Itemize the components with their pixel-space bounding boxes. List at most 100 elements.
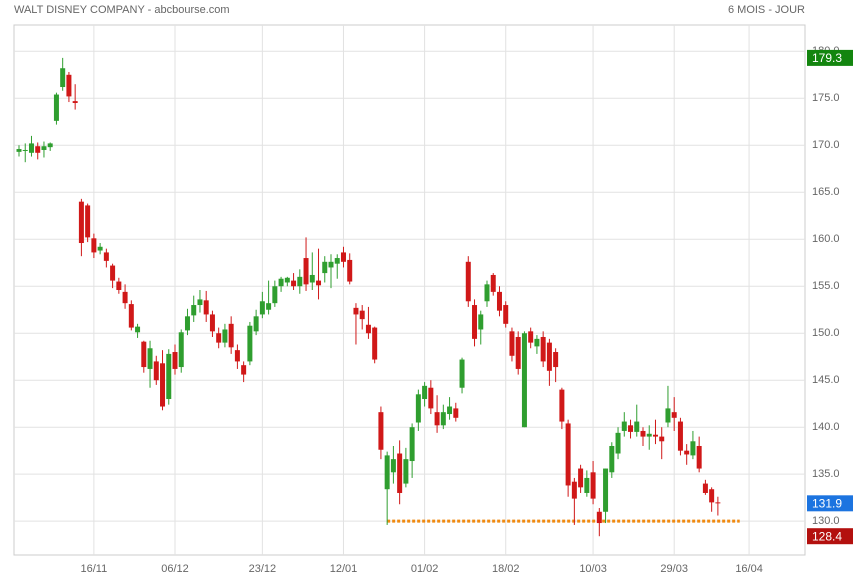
candle-body bbox=[53, 94, 59, 121]
candle-body bbox=[559, 389, 565, 422]
candle-body bbox=[66, 74, 72, 97]
candle-body bbox=[297, 276, 303, 287]
chart-title: WALT DISNEY COMPANY - abcbourse.com bbox=[14, 4, 230, 16]
candle-body bbox=[484, 284, 490, 302]
candle-body bbox=[303, 258, 309, 285]
candle-body bbox=[490, 274, 496, 292]
candle-body bbox=[677, 421, 683, 451]
candle-body bbox=[72, 101, 78, 103]
x-tick-label: 10/03 bbox=[579, 563, 607, 575]
y-tick-label: 160.0 bbox=[812, 233, 840, 245]
candle-body bbox=[553, 352, 559, 368]
x-tick-label: 29/03 bbox=[660, 563, 688, 575]
candle-body bbox=[652, 434, 658, 437]
candle-body bbox=[659, 436, 665, 442]
candle-body bbox=[447, 406, 453, 415]
price-marker bbox=[807, 528, 853, 545]
candle-body bbox=[702, 483, 708, 493]
y-tick-label: 145.0 bbox=[812, 374, 840, 386]
y-tick-label: 165.0 bbox=[812, 186, 840, 198]
candle-body bbox=[534, 338, 540, 347]
candle-body bbox=[278, 278, 284, 287]
candle-body bbox=[85, 205, 91, 238]
y-tick-label: 135.0 bbox=[812, 468, 840, 480]
candle-body bbox=[628, 425, 634, 432]
candle-body bbox=[28, 143, 34, 153]
candle-body bbox=[440, 412, 446, 426]
candle-body bbox=[515, 336, 521, 369]
candle-body bbox=[253, 316, 259, 332]
candle-body bbox=[172, 352, 178, 369]
candle-body bbox=[503, 305, 509, 324]
candle-body bbox=[41, 146, 47, 150]
candle-body bbox=[234, 350, 240, 362]
candle-body bbox=[372, 327, 378, 360]
candle-body bbox=[116, 281, 122, 290]
candle-body bbox=[459, 359, 465, 388]
candle-body bbox=[365, 324, 371, 334]
candle-body bbox=[578, 468, 584, 488]
price-marker-label: 131.9 bbox=[812, 496, 842, 510]
candle-body bbox=[22, 149, 28, 151]
candle-body bbox=[521, 333, 527, 428]
candle-body bbox=[272, 286, 278, 304]
candle-body bbox=[478, 314, 484, 330]
candle-body bbox=[671, 412, 677, 418]
candle-body bbox=[197, 299, 203, 306]
candle-body bbox=[415, 394, 421, 423]
candle-body bbox=[565, 423, 571, 486]
candle-body bbox=[472, 305, 478, 339]
candle-body bbox=[91, 238, 97, 253]
x-tick-label: 01/02 bbox=[411, 563, 439, 575]
y-tick-label: 150.0 bbox=[812, 327, 840, 339]
x-tick-label: 23/12 bbox=[249, 563, 277, 575]
candle-body bbox=[284, 277, 290, 283]
candle-body bbox=[615, 432, 621, 454]
candle-body bbox=[141, 341, 147, 368]
candle-body bbox=[291, 280, 297, 287]
candle-body bbox=[97, 246, 103, 251]
candle-body bbox=[646, 433, 652, 437]
candle-body bbox=[103, 252, 109, 261]
candle-body bbox=[528, 331, 534, 343]
y-tick-label: 170.0 bbox=[812, 139, 840, 151]
candle-body bbox=[122, 291, 128, 304]
candle-body bbox=[422, 385, 428, 400]
candle-body bbox=[571, 481, 577, 499]
candle-body bbox=[228, 323, 234, 348]
candle-body bbox=[135, 326, 141, 333]
candle-body bbox=[603, 468, 609, 512]
candle-body bbox=[434, 412, 440, 426]
x-tick-label: 16/04 bbox=[735, 563, 763, 575]
candle-body bbox=[359, 310, 365, 320]
candle-body bbox=[241, 365, 247, 375]
x-tick-label: 06/12 bbox=[161, 563, 189, 575]
candle-body bbox=[78, 201, 84, 244]
price-marker bbox=[807, 49, 853, 66]
plot-frame bbox=[13, 24, 806, 556]
candle-body bbox=[216, 333, 222, 343]
candle-body bbox=[690, 441, 696, 456]
candle-body bbox=[128, 304, 134, 328]
candle-body bbox=[147, 348, 153, 369]
candle-body bbox=[453, 408, 459, 418]
candle-body bbox=[209, 314, 215, 332]
candle-body bbox=[184, 316, 190, 331]
y-tick-label: 130.0 bbox=[812, 515, 840, 527]
candle-body bbox=[609, 445, 615, 473]
x-tick-label: 18/02 bbox=[492, 563, 520, 575]
price-marker bbox=[807, 495, 853, 512]
candle-body bbox=[178, 332, 184, 368]
candle-body bbox=[590, 472, 596, 499]
candle-body bbox=[596, 511, 602, 524]
price-marker-label: 128.4 bbox=[812, 529, 842, 543]
candle-body bbox=[709, 489, 715, 503]
candle-body bbox=[353, 307, 359, 315]
candle-body bbox=[634, 421, 640, 432]
candle-body bbox=[160, 363, 166, 407]
candle-body bbox=[47, 143, 53, 148]
candle-body bbox=[191, 305, 197, 316]
chart-subtitle: 6 MOIS - JOUR bbox=[728, 4, 805, 16]
candle-body bbox=[684, 450, 690, 455]
candle-body bbox=[222, 329, 228, 343]
